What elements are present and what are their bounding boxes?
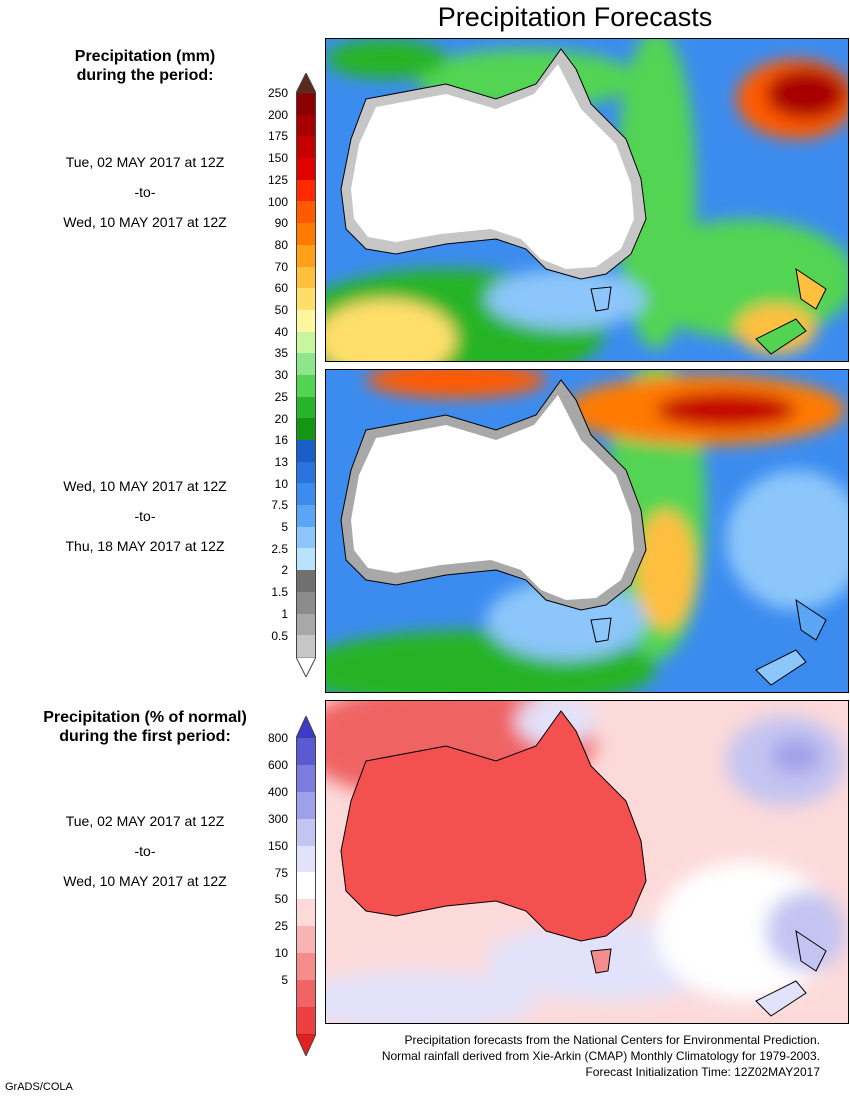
colorbar-tick-label: 75 xyxy=(274,865,288,880)
colorbar-tick-label: 40 xyxy=(274,324,288,339)
colorbar-segment xyxy=(296,526,316,549)
colorbar-segment xyxy=(296,764,316,792)
colorbar-segment xyxy=(296,461,316,484)
colorbar-tick-label: 13 xyxy=(274,454,288,469)
colorbar-tick-label: 60 xyxy=(274,281,288,296)
colorbar-tick-label: 80 xyxy=(274,237,288,252)
page-title: Precipitation Forecasts xyxy=(437,2,713,32)
precip-legend-heading: Precipitation (mm) during the period: xyxy=(74,48,216,84)
colorbar-segment xyxy=(296,613,316,636)
colorbar-tick-label: 800 xyxy=(267,731,288,745)
colorbar-tick-label: 175 xyxy=(267,129,288,144)
colorbar-segment xyxy=(296,136,316,159)
colorbar-tick-label: 5 xyxy=(281,973,288,988)
colorbar-tick-label: 50 xyxy=(274,892,288,907)
colorbar-segment xyxy=(296,1006,316,1034)
colorbar-top-cap xyxy=(296,716,316,738)
colorbar-segment xyxy=(296,591,316,614)
colorbar-segment xyxy=(296,309,316,332)
precip-colorbar xyxy=(296,73,316,677)
colorbar-tick-label: 150 xyxy=(267,838,288,853)
colorbar-tick-label: 20 xyxy=(274,411,288,426)
colorbar-tick-label: 50 xyxy=(274,303,288,317)
colorbar-tick-label: 1 xyxy=(281,606,288,621)
footer-notes: Precipitation forecasts from the Nationa… xyxy=(381,1033,820,1079)
colorbar-tick-label: 25 xyxy=(274,389,288,404)
colorbar-segment xyxy=(296,980,316,1007)
colorbar-segment xyxy=(296,570,316,592)
colorbar-segment xyxy=(296,899,316,927)
period-3-label: Tue, 02 MAY 2017 at 12Z -to- Wed, 10 MAY… xyxy=(63,813,227,889)
colorbar-segment xyxy=(296,635,316,657)
colorbar-bottom-cap xyxy=(296,1033,316,1056)
colorbar-tick-label: 90 xyxy=(274,216,288,231)
colorbar-tick-label: 7.5 xyxy=(271,498,288,513)
colorbar-segment xyxy=(296,818,316,846)
map-panel-period-2 xyxy=(325,369,849,693)
colorbar-segment xyxy=(296,93,316,115)
colorbar-segment xyxy=(296,548,316,571)
period-1-label: Tue, 02 MAY 2017 at 12Z -to- Wed, 10 MAY… xyxy=(63,154,227,230)
colorbar-segment xyxy=(296,505,316,527)
colorbar-segment xyxy=(296,845,316,873)
colorbar-tick-label: 150 xyxy=(267,151,288,166)
colorbar-top-cap xyxy=(296,73,316,93)
colorbar-segment xyxy=(296,244,316,267)
map-panel-period-1 xyxy=(325,38,849,362)
colorbar-tick-label: 70 xyxy=(274,259,288,274)
colorbar-tick-label: 125 xyxy=(267,172,288,187)
percent-normal-colorbar xyxy=(296,716,316,1056)
colorbar-segment xyxy=(296,953,316,981)
colorbar-tick-label: 200 xyxy=(267,107,288,122)
colorbar-tick-label: 2.5 xyxy=(271,541,288,556)
colorbar-tick-label: 25 xyxy=(274,919,288,934)
map-panel-percent-normal xyxy=(325,700,849,1024)
colorbar-segment xyxy=(296,483,316,506)
period-2-label: Wed, 10 MAY 2017 at 12Z -to- Thu, 18 MAY… xyxy=(63,478,227,554)
colorbar-segment xyxy=(296,158,316,180)
colorbar-segment xyxy=(296,926,316,954)
colorbar-segment xyxy=(296,266,316,289)
colorbar-segment xyxy=(296,374,316,397)
colorbar-segment xyxy=(296,396,316,419)
colorbar-tick-label: 5 xyxy=(281,520,288,534)
colorbar-tick-label: 600 xyxy=(267,757,288,772)
colorbar-segment xyxy=(296,114,316,137)
colorbar-segment xyxy=(296,201,316,224)
colorbar-bottom-cap xyxy=(296,656,316,677)
colorbar-tick-label: 10 xyxy=(274,946,288,961)
colorbar-tick-label: 2 xyxy=(281,563,288,578)
colorbar-tick-label: 35 xyxy=(274,346,288,361)
colorbar-tick-label: 100 xyxy=(267,194,288,209)
colorbar-segment xyxy=(296,738,316,765)
colorbar-segment xyxy=(296,353,316,375)
colorbar-segment xyxy=(296,418,316,440)
colorbar-segment xyxy=(296,440,316,462)
colorbar-tick-label: 300 xyxy=(267,811,288,826)
colorbar-tick-label: 400 xyxy=(267,784,288,799)
colorbar-tick-label: 250 xyxy=(267,86,288,100)
colorbar-tick-label: 1.5 xyxy=(271,585,288,600)
colorbar-segment xyxy=(296,179,316,202)
colorbar-segment xyxy=(296,223,316,245)
percent-normal-legend-heading: Precipitation (% of normal) during the f… xyxy=(43,709,247,745)
credit: GrADS/COLA xyxy=(5,1081,73,1093)
colorbar-tick-label: 10 xyxy=(274,476,288,491)
colorbar-tick-label: 16 xyxy=(274,433,288,448)
colorbar-segment xyxy=(296,791,316,819)
colorbar-segment xyxy=(296,331,316,354)
colorbar-segment xyxy=(296,872,316,900)
colorbar-segment xyxy=(296,288,316,310)
colorbar-tick-label: 30 xyxy=(274,368,288,383)
colorbar-tick-label: 0.5 xyxy=(271,628,288,643)
